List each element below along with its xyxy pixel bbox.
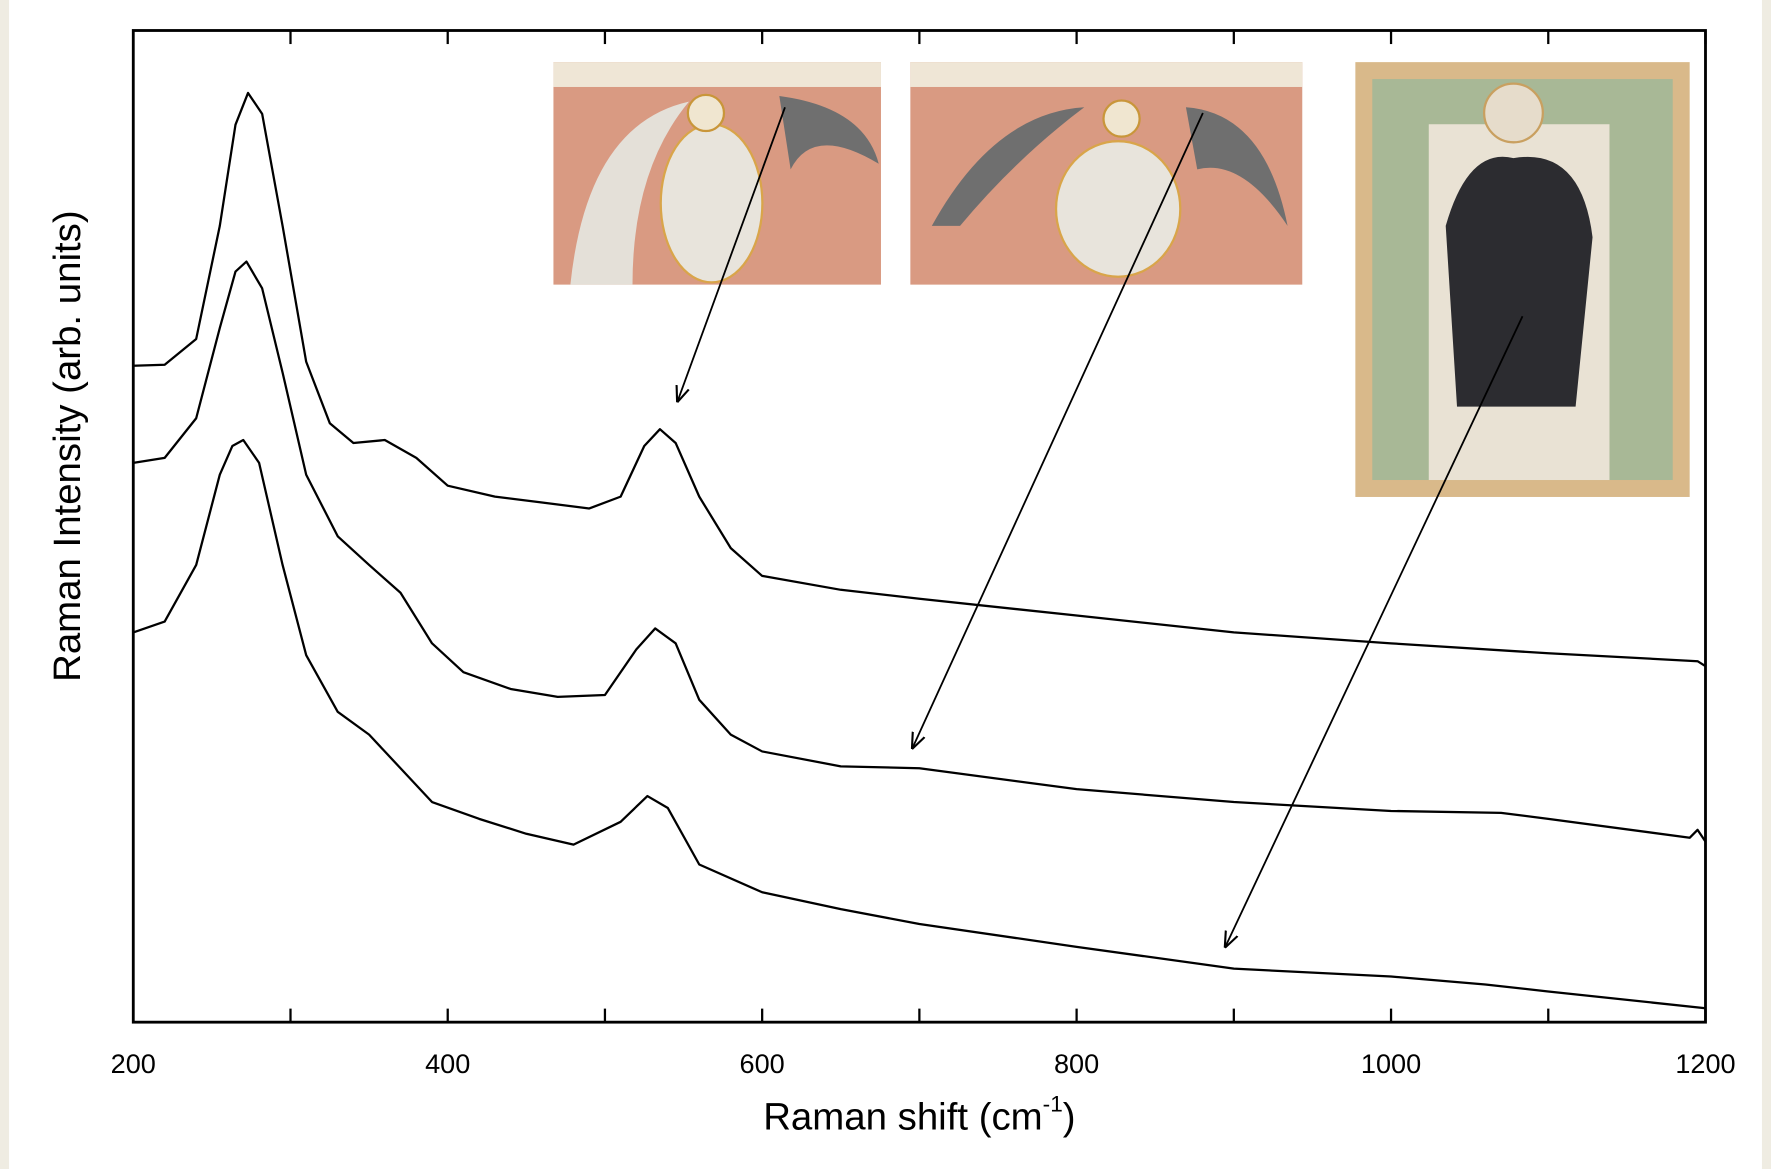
x-axis-label-sup: -1	[1043, 1091, 1063, 1116]
inset-photo	[910, 62, 1303, 285]
x-tick-label: 200	[111, 1048, 156, 1079]
spectrum-line	[133, 260, 1707, 843]
x-tick-label: 600	[740, 1048, 785, 1079]
arrow	[1225, 315, 1524, 946]
x-tick-label: 800	[1054, 1048, 1099, 1079]
x-tick-label: 1000	[1361, 1048, 1421, 1079]
y-axis-label: Raman Intensity (arb. units)	[46, 210, 89, 682]
inset-photo	[1355, 62, 1690, 497]
spectrum-line	[133, 91, 1707, 668]
spectrum-line	[132, 438, 1706, 1010]
x-axis-label-text: )	[1063, 1095, 1076, 1138]
arrow	[678, 106, 786, 401]
x-axis-label: Raman shift (cm-1)	[763, 1091, 1075, 1138]
x-tick-label: 400	[425, 1048, 470, 1079]
arrow	[913, 112, 1204, 748]
x-tick-label: 1200	[1675, 1048, 1735, 1079]
x-axis-label-text: Raman shift (cm	[763, 1095, 1042, 1138]
inset-photo	[553, 62, 881, 285]
